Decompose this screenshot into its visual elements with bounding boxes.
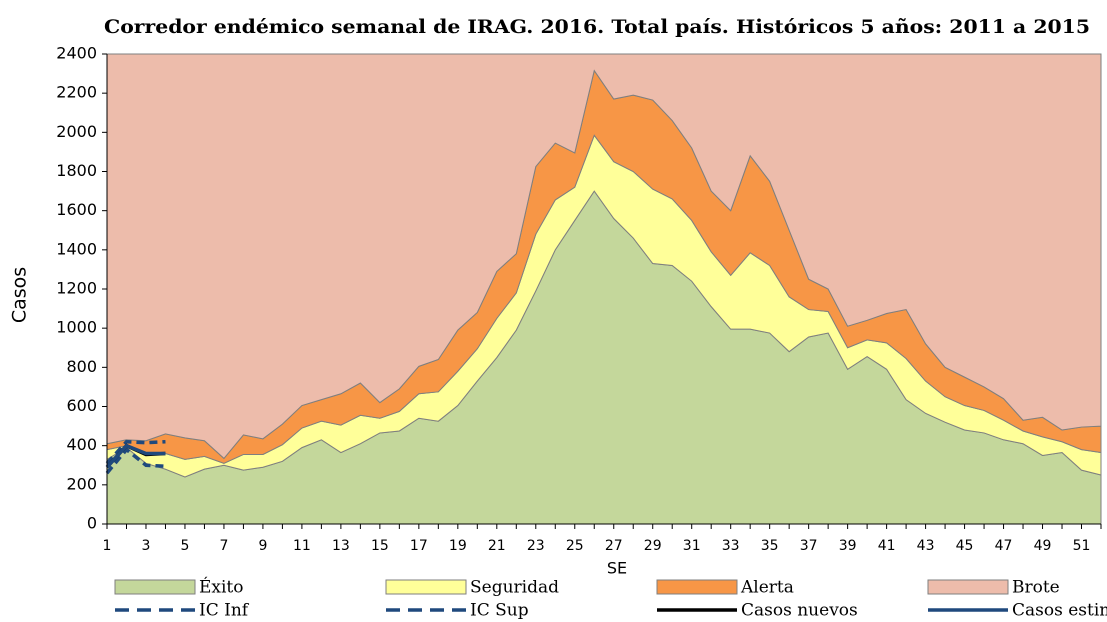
legend-label: Seguridad <box>470 578 559 598</box>
legend-label: Éxito <box>199 577 244 598</box>
x-tick-label: 17 <box>410 538 428 554</box>
legend-swatch <box>114 579 196 595</box>
x-tick-label: 1 <box>103 538 112 554</box>
legend-label: IC Inf <box>199 601 250 621</box>
x-tick-label: 51 <box>1073 538 1091 554</box>
y-tick-label: 1000 <box>56 318 97 337</box>
x-tick-label: 15 <box>371 538 389 554</box>
y-axis-label: Casos <box>9 267 31 323</box>
x-tick-label: 11 <box>293 538 311 554</box>
legend-swatch <box>385 579 467 595</box>
area <box>106 53 1102 460</box>
x-tick-label: 41 <box>878 538 896 554</box>
x-tick-label: 25 <box>566 538 584 554</box>
y-tick-label: 1200 <box>56 279 97 298</box>
legend-label: Casos nuevos <box>741 601 858 621</box>
x-tick-label: 45 <box>956 538 974 554</box>
x-tick-label: 23 <box>527 538 545 554</box>
y-tick-label: 1400 <box>56 239 97 258</box>
x-tick-label: 33 <box>722 538 740 554</box>
chart-title: Corredor endémico semanal de IRAG. 2016.… <box>104 16 1090 38</box>
legend-label: Alerta <box>740 578 794 598</box>
y-tick-label: 0 <box>87 514 97 533</box>
x-tick-label: 27 <box>605 538 623 554</box>
y-tick-label: 400 <box>66 435 97 454</box>
x-tick-label: 5 <box>180 538 189 554</box>
x-tick-label: 47 <box>995 538 1013 554</box>
y-tick-label: 2400 <box>56 44 97 63</box>
x-tick-label: 39 <box>839 538 857 554</box>
legend-label: Casos estimados <box>1012 601 1107 621</box>
y-tick-label: 2000 <box>56 122 97 141</box>
legend-label: IC Sup <box>470 601 529 621</box>
y-tick-label: 1600 <box>56 200 97 219</box>
legend-swatch <box>927 579 1009 595</box>
x-tick-label: 29 <box>644 538 662 554</box>
x-tick-label: 9 <box>258 538 267 554</box>
legend-swatch <box>656 579 738 595</box>
line <box>105 447 166 475</box>
x-axis-label: SE <box>607 559 627 578</box>
y-tick-label: 1800 <box>56 161 97 180</box>
x-tick-label: 31 <box>683 538 701 554</box>
legend-label: Brote <box>1012 578 1060 598</box>
x-tick-label: 49 <box>1034 538 1052 554</box>
x-tick-label: 3 <box>142 538 151 554</box>
x-tick-label: 19 <box>449 538 467 554</box>
line <box>105 439 166 465</box>
x-tick-label: 13 <box>332 538 350 554</box>
y-tick-label: 800 <box>66 357 97 376</box>
y-tick-label: 600 <box>66 396 97 415</box>
y-tick-label: 2200 <box>56 83 97 102</box>
x-tick-label: 7 <box>219 538 228 554</box>
x-tick-label: 43 <box>917 538 935 554</box>
y-tick-label: 200 <box>66 474 97 493</box>
x-tick-label: 37 <box>800 538 818 554</box>
x-tick-label: 21 <box>488 538 506 554</box>
line <box>105 443 166 469</box>
x-tick-label: 35 <box>761 538 779 554</box>
